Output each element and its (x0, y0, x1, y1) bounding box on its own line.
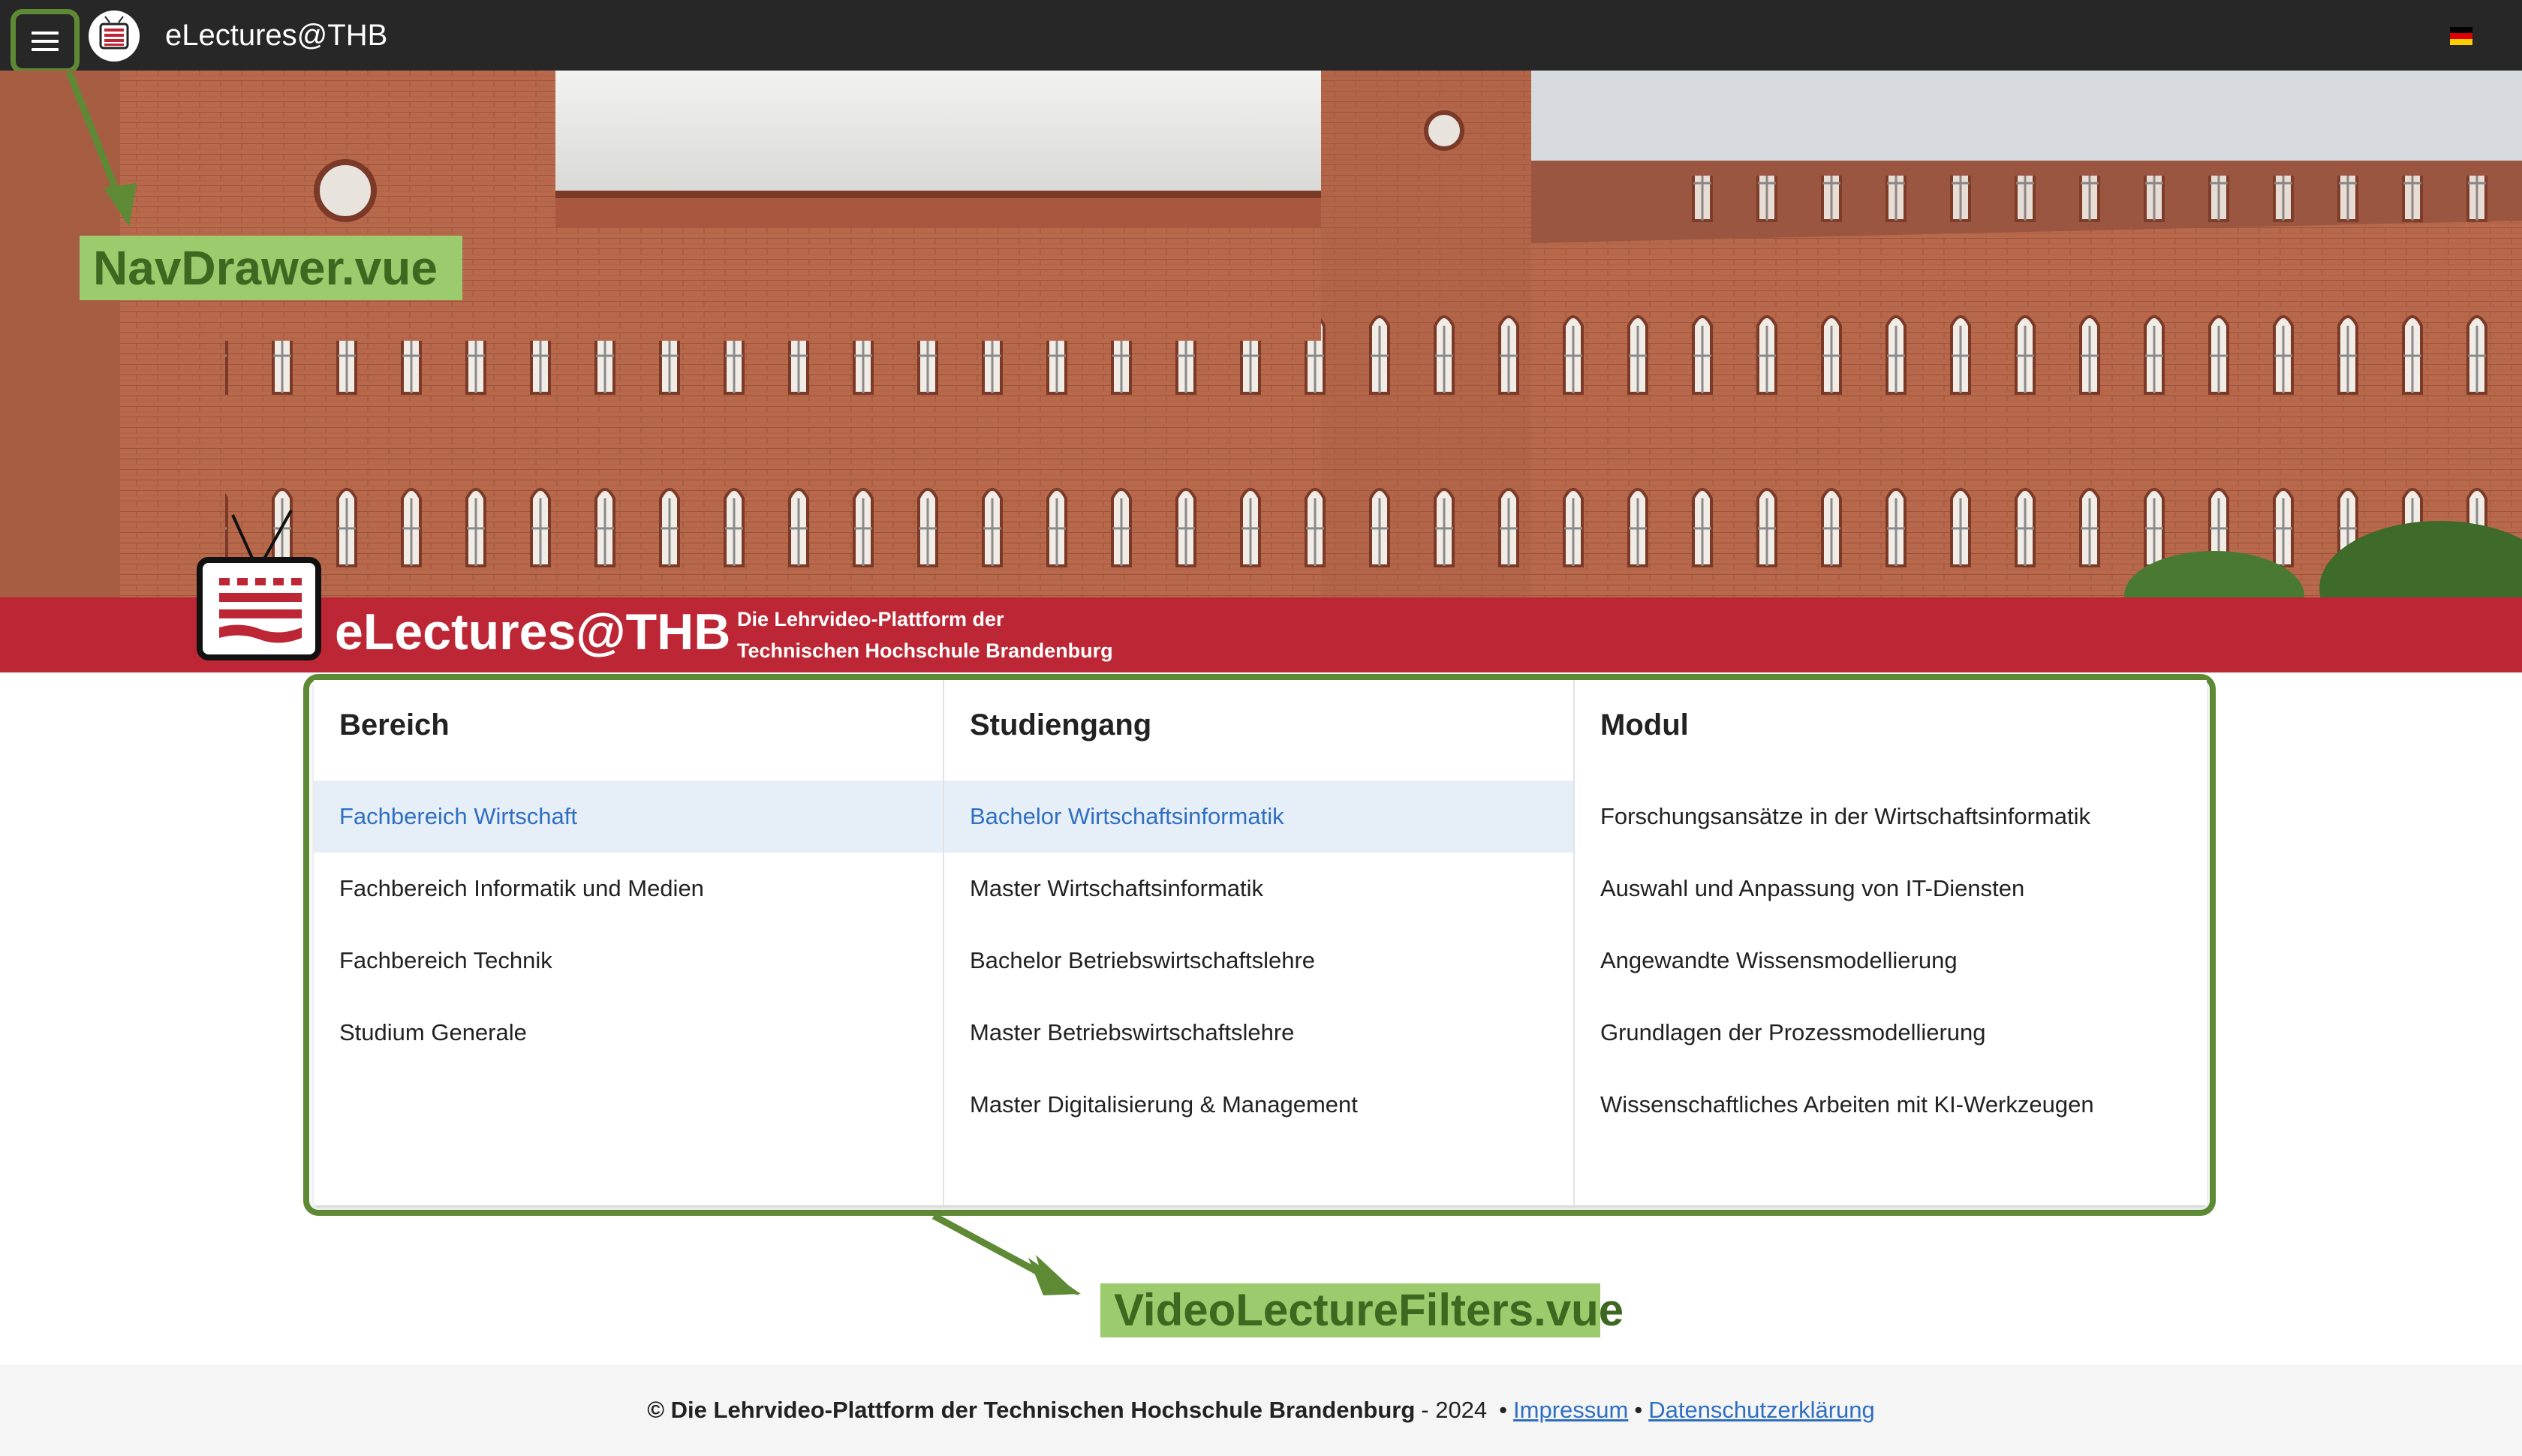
nav-drawer-toggle-button[interactable] (11, 9, 80, 74)
footer-copyright: © Die Lehrvideo-Plattform der Technische… (647, 1397, 1416, 1423)
banner-title: eLectures@THB (335, 603, 731, 660)
list-item-bachelor-wirtschaftsinformatik[interactable]: Bachelor Wirtschaftsinformatik (944, 781, 1573, 853)
footer-separator: • (1499, 1397, 1508, 1423)
banner-subtitle-line1: Die Lehrvideo-Plattform der (737, 608, 1004, 630)
footer: © Die Lehrvideo-Plattform der Technische… (0, 1364, 2522, 1456)
filter-column-modul: Modul Forschungsansätze in der Wirtschaf… (1575, 680, 2207, 1205)
hamburger-menu-icon (32, 32, 59, 51)
filter-column-bereich: Bereich Fachbereich Wirtschaft Fachberei… (314, 680, 944, 1205)
app-title[interactable]: eLectures@THB (165, 19, 388, 52)
tv-logo-icon[interactable] (89, 11, 140, 62)
list-item-fachbereich-wirtschaft[interactable]: Fachbereich Wirtschaft (314, 781, 943, 853)
banner-subtitle: Die Lehrvideo-Plattform der Technischen … (737, 603, 1113, 666)
column-header-studiengang: Studiengang (970, 708, 1152, 742)
list-item-master-digitalisierung[interactable]: Master Digitalisierung & Management (970, 1091, 1358, 1118)
datenschutz-link[interactable]: Datenschutzerklärung (1648, 1397, 1875, 1423)
list-item-wissensmodellierung[interactable]: Angewandte Wissensmodellierung (1600, 947, 1958, 973)
column-header-bereich: Bereich (339, 708, 450, 742)
video-lecture-filters-annotation: VideoLectureFilters.vue (1100, 1283, 1624, 1337)
app-bar: eLectures@THB (0, 0, 2522, 74)
list-item-it-dienste[interactable]: Auswahl und Anpassung von IT-Diensten (1600, 875, 2025, 901)
video-lecture-filters: Bereich Fachbereich Wirtschaft Fachberei… (314, 680, 2207, 1205)
german-flag-icon[interactable] (2450, 27, 2472, 45)
hero-image (0, 71, 2522, 597)
list-item-fachbereich-informatik-medien[interactable]: Fachbereich Informatik und Medien (339, 875, 704, 901)
list-item-bachelor-bwl[interactable]: Bachelor Betriebswirtschaftslehre (970, 947, 1316, 973)
list-item-studium-generale[interactable]: Studium Generale (339, 1019, 527, 1045)
footer-year: - 2024 (1421, 1397, 1488, 1423)
studiengang-list: Bachelor Wirtschaftsinformatik Master Wi… (944, 781, 1573, 1141)
list-item-prozessmodellierung[interactable]: Grundlagen der Prozessmodellierung (1600, 1019, 1986, 1045)
list-item-fachbereich-technik[interactable]: Fachbereich Technik (339, 947, 552, 973)
list-item-master-bwl[interactable]: Master Betriebswirtschaftslehre (970, 1019, 1295, 1045)
filters-annotation-frame (303, 674, 2216, 1216)
impressum-link[interactable]: Impressum (1513, 1397, 1629, 1423)
list-item-master-wirtschaftsinformatik[interactable]: Master Wirtschaftsinformatik (970, 875, 1264, 901)
list-item-forschungsansaetze[interactable]: Forschungsansätze in der Wirtschaftsinfo… (1600, 803, 2090, 829)
bereich-list: Fachbereich Wirtschaft Fachbereich Infor… (314, 781, 943, 1069)
nav-drawer-annotation: NavDrawer.vue (80, 236, 462, 300)
banner-subtitle-line2: Technischen Hochschule Brandenburg (737, 639, 1113, 662)
column-header-modul: Modul (1600, 708, 1689, 742)
list-item-ki-werkzeuge[interactable]: Wissenschaftliches Arbeiten mit KI-Werkz… (1600, 1091, 2094, 1118)
brand-banner (0, 597, 2522, 672)
tv-logo-large-icon (194, 510, 329, 664)
modul-list: Forschungsansätze in der Wirtschaftsinfo… (1575, 781, 2207, 1141)
footer-separator-2: • (1634, 1397, 1643, 1423)
filter-column-studiengang: Studiengang Bachelor Wirtschaftsinformat… (944, 680, 1575, 1205)
